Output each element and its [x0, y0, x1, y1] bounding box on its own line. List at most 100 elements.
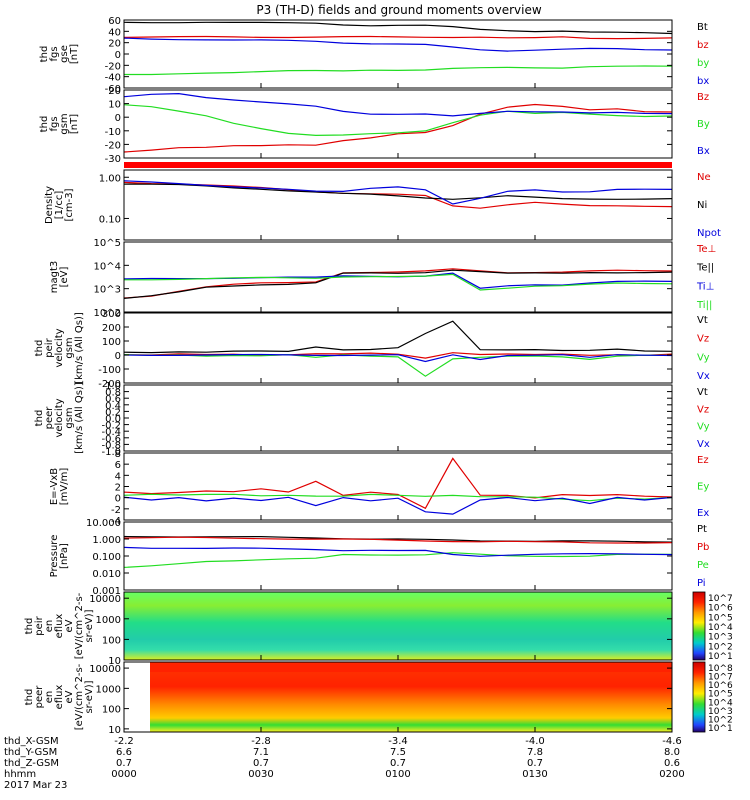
y-axis-label: [km/s (All Qs)]: [74, 312, 85, 384]
y-tick-label: -30: [105, 154, 121, 165]
plot-area: [124, 453, 672, 520]
x-axis-value: -2.2: [114, 736, 134, 747]
colorbar-tick-label: 10^3: [708, 707, 733, 717]
y-axis-label: thd: [24, 689, 35, 706]
y-tick-label: 0.100: [92, 552, 121, 563]
x-axis-value: 0.7: [116, 758, 132, 769]
series-line-ti--: [124, 273, 673, 291]
series-line-vx: [123, 353, 673, 363]
colorbar-tick-label: 10^7: [708, 594, 733, 604]
y-tick-label: -20: [105, 140, 121, 151]
colorbar-tick-label: 10^1: [708, 652, 733, 662]
y-tick-label: 100: [102, 337, 121, 348]
colorbar-tick-label: 10^7: [708, 673, 733, 683]
legend-label: Pi: [697, 578, 706, 589]
y-tick-label: 10^5: [94, 238, 121, 249]
y-axis-label: en: [44, 620, 55, 633]
y-tick-label: 0.6: [105, 394, 121, 405]
y-axis-label: eflux: [54, 685, 65, 710]
y-tick-label: 4: [115, 471, 121, 482]
y-tick-label: 40: [108, 27, 121, 38]
x-axis-row-label: hhmm: [4, 769, 36, 780]
y-axis-label: [nT]: [69, 114, 80, 134]
x-axis-value: 7.5: [390, 747, 406, 758]
y-axis-label: [eV/(cm^2-s-: [74, 592, 85, 659]
legend-label: Ez: [697, 455, 709, 466]
spectrogram-field: [150, 662, 672, 732]
y-axis-label: magt3: [49, 261, 60, 294]
y-tick-label: 10.000: [86, 518, 121, 529]
series-line-by: [123, 104, 673, 137]
y-axis-label: sr-eV)]: [84, 680, 95, 713]
legend-label: Vz: [697, 334, 709, 345]
y-axis-label: en: [44, 691, 55, 704]
legend-label: Bt: [697, 22, 708, 33]
y-axis-label: velocity: [54, 328, 65, 367]
y-axis-label: fgs: [49, 46, 60, 61]
series-line-vy: [123, 353, 673, 377]
legend-label: bz: [697, 40, 709, 51]
x-axis-value: 7.1: [253, 747, 269, 758]
series-line-bt: [123, 21, 673, 35]
spectrogram-top-band: [150, 664, 672, 672]
series-line-pi: [123, 546, 673, 557]
y-axis-label: sr-eV)]: [84, 609, 95, 642]
y-axis-label: E=-VxB: [49, 468, 60, 505]
series-line-bz: [123, 35, 673, 40]
legend-label: by: [697, 58, 709, 69]
y-tick-label: 0.001: [92, 586, 121, 597]
y-axis-label: [km/s (All Qs)]: [74, 382, 85, 454]
y-axis-label: [eV]: [59, 267, 70, 288]
series-line-by: [124, 65, 673, 76]
y-tick-label: 1000: [96, 615, 121, 626]
panel-3: 10^5 10^4 10^3 10^2 magt3 [eV] Te⊥ Te|| Ti⊥ Ti||: [49, 238, 716, 319]
legend-label: Ey: [697, 482, 709, 493]
legend-label: Ne: [697, 172, 711, 183]
y-tick-label: 8: [115, 449, 121, 460]
y-tick-label: 10: [108, 725, 121, 736]
y-tick-label: 2: [115, 483, 121, 494]
y-tick-label: 10^2: [94, 308, 121, 319]
y-tick-label: 1.00: [99, 173, 121, 184]
y-axis-label: peir: [34, 615, 45, 635]
x-axis-row-label: 2017 Mar 23: [4, 780, 67, 791]
panel-5: 1.00.80.60.40.20.0-0.2-0.4-0.6-0.8-1.0 th…: [34, 381, 710, 458]
y-axis-label: velocity: [54, 398, 65, 437]
legend-label: Pe: [697, 560, 709, 571]
y-axis-label: gsm: [59, 113, 70, 134]
x-axis-value: 0000: [111, 769, 136, 780]
y-axis-label: gsm: [64, 337, 75, 358]
y-axis-label: gsm: [64, 407, 75, 428]
legend-label: Npot: [697, 228, 721, 239]
y-tick-label: 0.8: [105, 388, 121, 399]
y-tick-label: 10000: [89, 594, 121, 605]
plot-area: [124, 20, 672, 88]
colorbar-tick-label: 10^5: [708, 613, 733, 623]
colorbar-tick-label: 10^2: [708, 642, 733, 652]
x-axis-value: 7.8: [527, 747, 543, 758]
y-axis-label: gse: [59, 45, 70, 63]
y-axis-label: thd: [34, 410, 45, 427]
y-tick-label: -2: [111, 505, 121, 516]
colorbar-tick-label: 10^4: [708, 623, 733, 633]
x-axis-value: 0200: [659, 769, 684, 780]
y-axis-label: Pressure: [49, 535, 60, 578]
legend-label: Ex: [697, 508, 709, 519]
series-line-ez: [123, 457, 673, 510]
x-axis-value: 0.7: [527, 758, 543, 769]
y-tick-label: -60: [105, 84, 121, 95]
series-line-vt: [123, 320, 673, 354]
legend-label: bx: [697, 76, 709, 87]
legend-label: Ti⊥: [696, 281, 714, 292]
y-tick-label: 100: [102, 635, 121, 646]
panel-2: 1.00 0.10 Density [1/cc] [cm-3] Ne Ni Npot: [44, 169, 721, 241]
y-axis-label: [nPa]: [59, 543, 70, 569]
legend-label: Bz: [697, 92, 709, 103]
legend-label: Pb: [697, 542, 709, 553]
colorbar: [692, 591, 706, 661]
y-tick-label: -0.2: [101, 421, 121, 432]
legend-label: Ni: [697, 200, 707, 211]
colorbar-tick-label: 10^6: [708, 681, 733, 691]
